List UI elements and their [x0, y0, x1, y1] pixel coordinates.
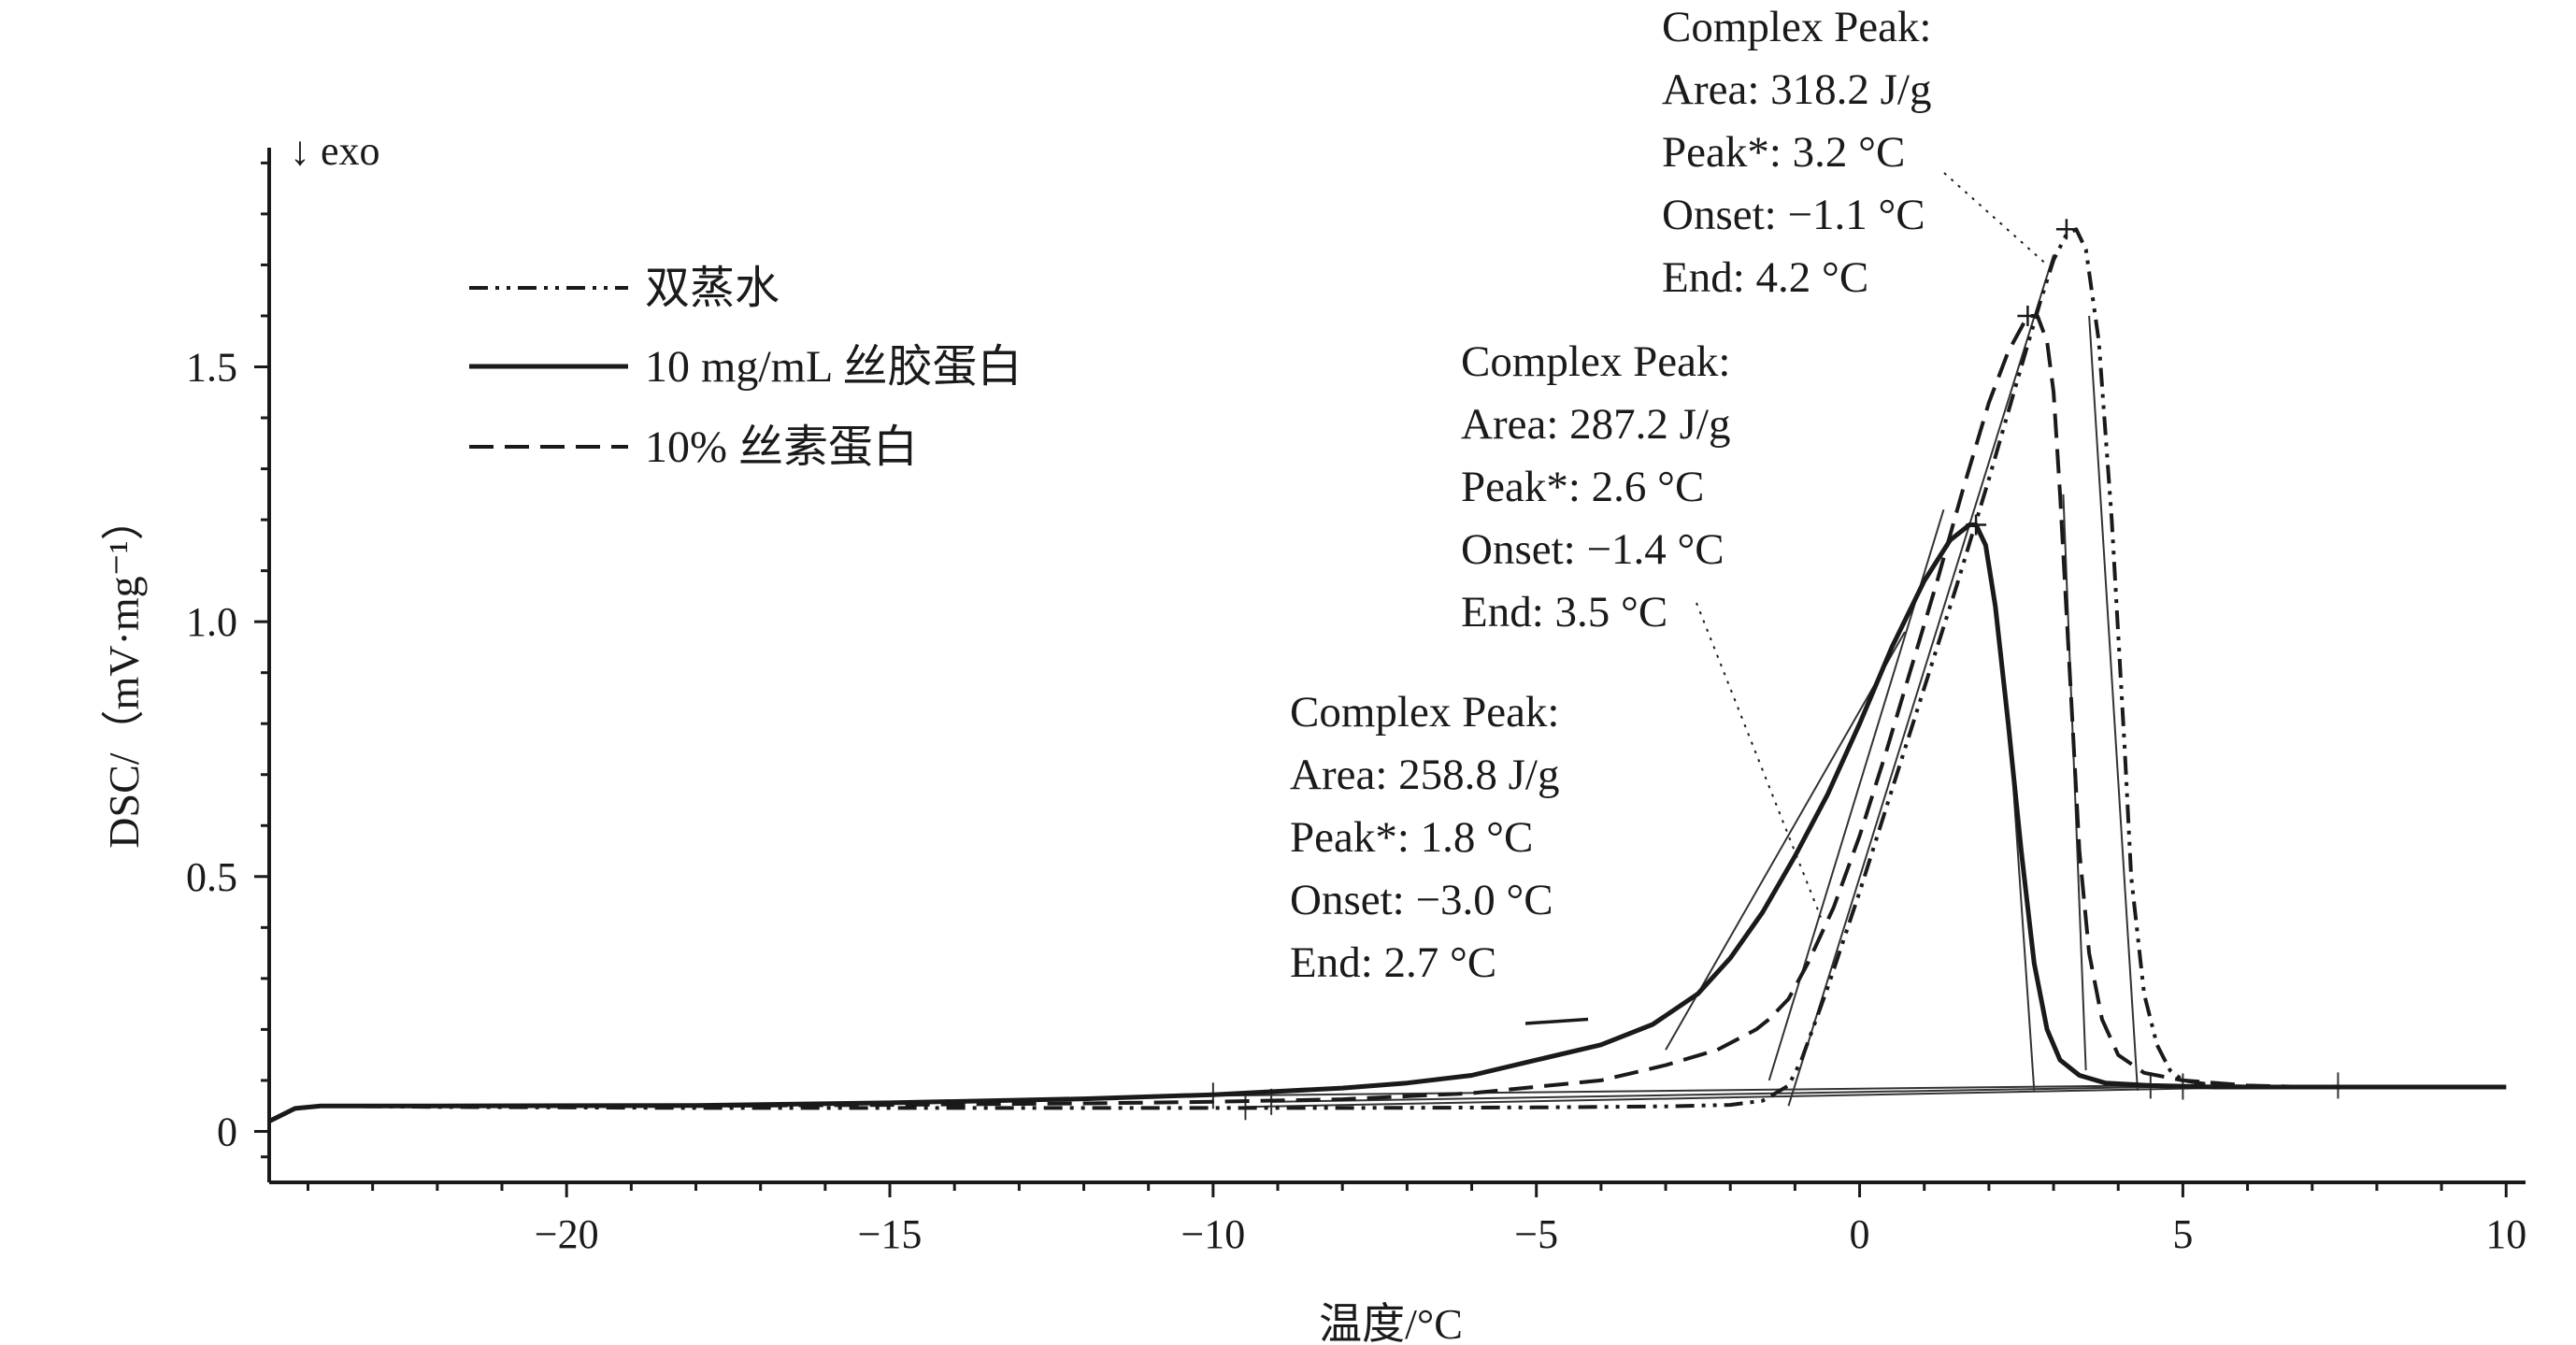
annotation-2-line-2: Peak*: 1.8 °C	[1290, 813, 1533, 862]
annotation-1-line-0: Complex Peak:	[1461, 337, 1731, 386]
annotation-2-line-3: Onset: −3.0 °C	[1290, 876, 1553, 924]
annotation-0-line-0: Complex Peak:	[1662, 3, 1932, 51]
y-tick-label: 0.5	[186, 854, 237, 900]
x-tick-label: 5	[2172, 1211, 2193, 1257]
legend: 双蒸水 10 mg/mL 丝胶蛋白 10% 丝素蛋白	[469, 264, 1023, 472]
series-line-2	[268, 314, 2507, 1123]
y-tick-label: 1.5	[186, 344, 237, 390]
annotation-2-line-4: End: 2.7 °C	[1290, 938, 1496, 987]
legend-item-0: 双蒸水	[469, 264, 780, 313]
annotation-0-line-4: End: 4.2 °C	[1662, 253, 1868, 302]
annotation-1-line-4: End: 3.5 °C	[1461, 588, 1667, 637]
x-tick-label: −20	[535, 1211, 599, 1257]
onset-tangent-2	[1665, 631, 1906, 1051]
y-tick-label: 0	[217, 1109, 237, 1154]
legend-item-2: 10% 丝素蛋白	[469, 422, 918, 472]
y-ticks: 0 0.5 1.0 1.5	[186, 161, 269, 1159]
y-axis-title: DSC/（mV·mg⁻¹）	[100, 497, 148, 848]
baseline-line-1	[1271, 1085, 2183, 1103]
leader-line-1	[1696, 602, 1822, 918]
series-line-1	[267, 522, 2507, 1123]
annotation-1-line-3: Onset: −1.4 °C	[1461, 525, 1724, 574]
annotation-2-line-0: Complex Peak:	[1290, 688, 1560, 737]
annotation-0-line-3: Onset: −1.1 °C	[1662, 191, 1925, 239]
exo-label: ↓ exo	[290, 128, 380, 174]
annotation-0-line-1: Area: 318.2 J/g	[1662, 65, 1931, 114]
annotation-0-line-2: Peak*: 3.2 °C	[1662, 128, 1905, 177]
legend-label-0: 双蒸水	[645, 264, 780, 313]
legend-label-1: 10 mg/mL 丝胶蛋白	[645, 342, 1023, 392]
annotation-1-line-2: Peak*: 2.6 °C	[1461, 463, 1704, 511]
series-layer	[267, 227, 2507, 1123]
annotation-text: Complex Peak: Area: 318.2 J/g Peak*: 3.2 °…	[1290, 3, 2077, 1025]
annotation-1-line-1: Area: 287.2 J/g	[1461, 400, 1730, 449]
leader-line-2	[1524, 1017, 1589, 1025]
annotation-2-line-1: Area: 258.8 J/g	[1290, 751, 1559, 799]
series-line-0	[268, 227, 2507, 1123]
onset-tangent-0	[1787, 254, 2055, 1107]
axes	[267, 148, 2526, 1184]
legend-label-2: 10% 丝素蛋白	[645, 422, 918, 472]
x-ticks: −20 −15 −10 −5 0 5 10	[307, 1182, 2526, 1257]
x-tick-label: −5	[1514, 1211, 1558, 1257]
x-tick-label: −15	[858, 1211, 923, 1257]
legend-item-1: 10 mg/mL 丝胶蛋白	[469, 342, 1023, 392]
leader-line-0	[1943, 172, 2048, 266]
x-tick-label: 10	[2485, 1211, 2526, 1257]
x-axis-title: 温度/°C	[1319, 1300, 1463, 1345]
x-tick-label: 0	[1850, 1211, 1870, 1257]
y-tick-label: 1.0	[186, 599, 237, 645]
x-tick-label: −10	[1181, 1211, 1245, 1257]
baseline-line-2	[1212, 1084, 2151, 1097]
end-tangent-0	[2088, 315, 2139, 1091]
